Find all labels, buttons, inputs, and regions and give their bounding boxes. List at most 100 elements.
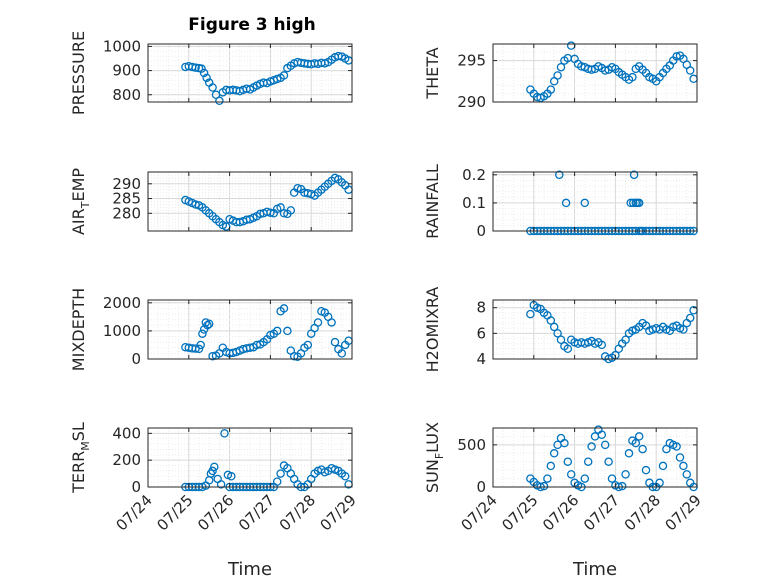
subplot-rainfall: 0 0.1 0.2 RAINFALL [423, 164, 698, 240]
data-point [210, 462, 219, 472]
data-point [202, 73, 211, 83]
x-axis-label: Time [227, 559, 272, 580]
data-point [340, 472, 350, 481]
data-point [266, 208, 275, 217]
data-point [672, 442, 681, 451]
data-point [546, 316, 556, 325]
data-point [600, 440, 610, 450]
data-point [634, 432, 644, 441]
y-tick-label: 1000 [103, 37, 141, 55]
data-point [560, 438, 569, 448]
y-tick-label: 290 [112, 175, 141, 193]
data-point [675, 453, 685, 462]
data-point [199, 68, 209, 78]
data-point [327, 318, 336, 327]
subplot-theta: 290 295 THETA [423, 41, 698, 111]
data-point [313, 318, 323, 327]
data-point [553, 71, 562, 80]
x-axis-label: Time [572, 559, 617, 580]
data-point [526, 309, 535, 319]
y-tick-label: 2000 [103, 294, 141, 312]
data-point [286, 206, 296, 215]
data-point [245, 343, 255, 353]
data-point [279, 71, 289, 80]
data-point [208, 83, 217, 92]
data-point [223, 470, 233, 480]
x-tick-label: 07/28 [621, 491, 664, 534]
y-axis-label: H2OMIXRA [423, 287, 442, 373]
axes-box [492, 299, 698, 360]
axes-box [147, 299, 353, 360]
x-tick-label: 07/24 [113, 491, 156, 534]
y-tick-label: 8 [476, 299, 486, 317]
data-point [553, 329, 562, 338]
data-point [191, 63, 200, 72]
x-tick-label: 07/26 [194, 491, 237, 534]
data-point [539, 481, 549, 491]
x-tick-label: 07/29 [662, 491, 705, 534]
y-tick-label: 0 [131, 478, 141, 496]
x-tick-label: 07/27 [580, 491, 623, 534]
y-tick-label: 0.2 [462, 166, 486, 184]
data-point [679, 325, 688, 334]
y-tick-label: 500 [457, 436, 486, 454]
x-tick-label: 07/24 [458, 491, 501, 534]
y-tick-label: 290 [457, 93, 486, 111]
figure-title: Figure 3 high [188, 15, 316, 35]
data-point [682, 470, 692, 479]
data-point [220, 429, 229, 438]
y-tick-label: 800 [112, 86, 141, 104]
y-tick-label: 400 [112, 424, 141, 442]
data-point [561, 198, 571, 208]
data-point [685, 66, 695, 75]
data-point [203, 321, 212, 330]
data-point [641, 465, 651, 475]
data-point [587, 65, 596, 74]
data-point [621, 335, 630, 345]
data-point [655, 478, 664, 488]
data-point [563, 344, 573, 353]
data-point [617, 481, 627, 491]
data-point [607, 474, 617, 483]
axes-box [147, 427, 353, 488]
y-axis-label: AIRTEMP [69, 168, 92, 235]
data-point [204, 319, 214, 329]
axes-box [492, 427, 698, 488]
x-tick-label: 07/28 [276, 491, 319, 534]
data-point [215, 96, 224, 106]
y-tick-label: 1000 [103, 322, 141, 340]
y-axis-label: PRESSURE [69, 31, 88, 115]
data-point [330, 337, 340, 347]
axes-box [492, 171, 698, 232]
y-tick-label: 200 [112, 451, 141, 469]
y-axis-label: SUNFLUX [423, 422, 446, 493]
data-point [208, 466, 217, 476]
data-point [580, 198, 590, 208]
data-point [563, 457, 573, 466]
data-point [303, 340, 313, 350]
y-tick-label: 0.1 [462, 194, 486, 212]
data-point [597, 430, 607, 439]
data-point [198, 329, 207, 338]
y-axis-label: RAINFALL [423, 164, 442, 239]
data-point [580, 474, 590, 483]
data-point [658, 461, 668, 471]
data-point [631, 438, 641, 448]
data-point [272, 326, 282, 336]
data-point [221, 222, 231, 231]
data-point [208, 351, 217, 361]
subplot-mixdepth: 0 1000 2000 MIXDEPTH [69, 288, 353, 371]
data-point [600, 66, 610, 75]
y-tick-label: 4 [476, 350, 486, 368]
y-tick-label: 295 [457, 52, 486, 70]
data-point [546, 461, 556, 471]
data-point [216, 480, 226, 489]
data-point [337, 349, 347, 358]
data-point [289, 351, 299, 361]
data-point [566, 470, 576, 479]
